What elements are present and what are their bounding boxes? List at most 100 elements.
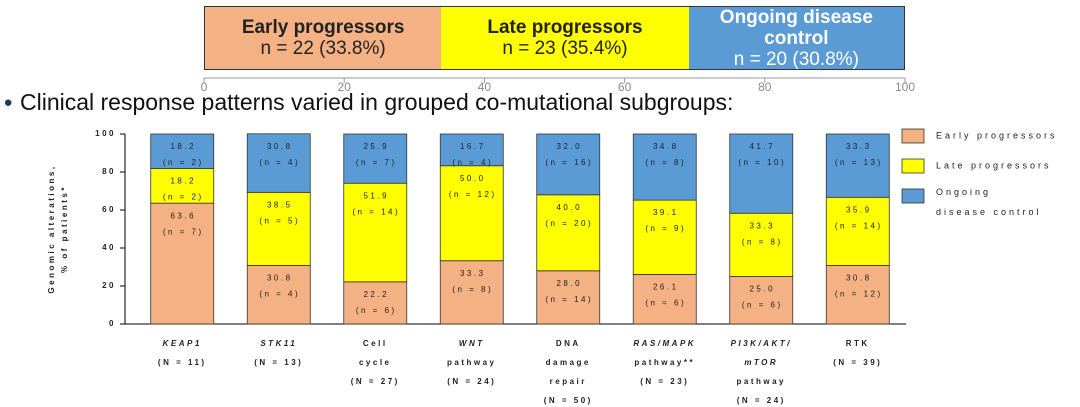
count-label: (n = 16) (545, 158, 593, 167)
legend-label: Ongoing disease control (936, 187, 1042, 217)
segment-name: Early progressors (241, 17, 405, 38)
x-tick-label: 0 (201, 80, 208, 94)
bar-segment (343, 133, 408, 184)
x-tick-label: WNT (459, 339, 485, 348)
x-tick-label: 40 (478, 80, 492, 94)
count-label: (n = 12) (449, 190, 497, 199)
summary-bar: Early progressors n = 22 (33.8%) Late prog… (204, 6, 905, 70)
count-label: (n = 14) (352, 207, 400, 216)
value-label: 33.3 (749, 221, 775, 230)
bar-segment (729, 276, 794, 325)
x-tick-label: damage (546, 358, 591, 367)
value-label: 35.9 (846, 205, 872, 214)
bar-segment (536, 194, 601, 272)
count-label: (n = 8) (452, 285, 493, 294)
bar-segment (729, 133, 794, 214)
bullet: • (4, 89, 12, 116)
bar-segment (439, 260, 504, 325)
legend-label: Early progressors (936, 130, 1058, 140)
legend-swatch (901, 188, 925, 204)
y-tick-label: 100 (95, 129, 116, 138)
value-label: 28.0 (556, 279, 582, 288)
count-label: (n = 4) (259, 290, 300, 299)
value-label: 30.8 (846, 274, 872, 283)
bar-segment (825, 265, 890, 325)
segment-name: Late progressors (487, 17, 643, 38)
value-label: 34.8 (653, 142, 679, 151)
count-label: (n = 13) (835, 158, 883, 167)
legend-label-line: disease control (936, 207, 1042, 217)
bar-segment (343, 281, 408, 325)
x-tick-label: 100 (895, 80, 915, 94)
x-tick-label: pathway (447, 358, 497, 367)
x-tick-label: 60 (618, 80, 632, 94)
x-tick-label: pathway** (634, 358, 695, 367)
bar-segment (536, 270, 601, 325)
segment: Ongoing disease control n = 20 (30.8%) (688, 7, 904, 69)
value-label: 50.0 (460, 174, 486, 183)
x-tick-label: RAS/MAPK (633, 339, 696, 348)
value-label: 18.2 (170, 142, 196, 151)
value-label: 30.8 (267, 274, 293, 283)
value-label: 26.1 (653, 283, 679, 292)
count-label: (n = 20) (545, 219, 593, 228)
count-label: (n = 12) (835, 290, 883, 299)
bullet-text: Clinical response patterns varied in gro… (20, 89, 733, 115)
count-label: (n = 6) (645, 299, 686, 308)
count-label: (n = 4) (259, 158, 300, 167)
value-label: 25.0 (749, 285, 775, 294)
x-tick-label: (N = 50) (544, 396, 593, 405)
bar-segment (729, 212, 794, 277)
segment: Late progressors n = 23 (35.4%) (441, 7, 689, 69)
count-label: (n = 7) (163, 227, 204, 236)
value-label: 32.0 (556, 142, 582, 151)
y-tick-label: 0 (109, 319, 116, 328)
bar-segment (825, 196, 890, 266)
value-label: 25.9 (363, 142, 389, 151)
x-tick-label: mTOR (744, 358, 778, 367)
segment-label: n = 23 (35.4%) (502, 38, 628, 59)
count-label: (n = 8) (645, 158, 686, 167)
count-label: (n = 6) (356, 306, 397, 315)
x-tick-label: (N = 27) (351, 377, 400, 386)
x-tick-label: cycle (359, 358, 392, 367)
y-tick-label: 80 (102, 167, 116, 176)
x-tick-label: KEAP1 (163, 339, 202, 348)
y-axis-label: Genomic alterations, (47, 164, 56, 293)
count-label: (n = 6) (742, 301, 783, 310)
count-label: (n = 14) (545, 295, 593, 304)
x-tick-label: STK11 (260, 339, 297, 348)
x-tick-label: 20 (338, 80, 352, 94)
bar-segment (150, 133, 215, 169)
count-label: (n = 2) (163, 158, 204, 167)
count-label: (n = 9) (645, 224, 686, 233)
x-tick-label: repair (550, 377, 587, 386)
bar-segment (150, 202, 215, 325)
x-tick-label: (N = 11) (158, 358, 207, 367)
value-label: 33.3 (460, 269, 486, 278)
y-tick-label: 40 (102, 243, 116, 252)
value-label: 41.7 (749, 142, 775, 151)
count-label: (n = 8) (742, 237, 783, 246)
x-tick-label: (N = 24) (737, 396, 786, 405)
y-tick-label: 60 (102, 205, 116, 214)
x-tick-label: 80 (758, 80, 772, 94)
value-label: 39.1 (653, 208, 679, 217)
count-label: (n = 14) (835, 221, 883, 230)
x-tick-label: (N = 24) (447, 377, 496, 386)
legend-label-line: Ongoing (936, 187, 991, 197)
value-label: 22.2 (363, 290, 389, 299)
count-label: (n = 5) (259, 216, 300, 225)
bar-segment (246, 265, 311, 325)
x-tick-label: (N = 13) (254, 358, 303, 367)
x-tick-label: Cell (363, 339, 388, 348)
bar-segment (150, 168, 215, 204)
bar-segment (632, 133, 697, 201)
value-label: 38.5 (267, 200, 293, 209)
bar-segment (246, 133, 311, 193)
count-label: (n = 7) (356, 158, 397, 167)
x-tick-label: (N = 23) (640, 377, 689, 386)
value-label: 51.9 (363, 191, 389, 200)
